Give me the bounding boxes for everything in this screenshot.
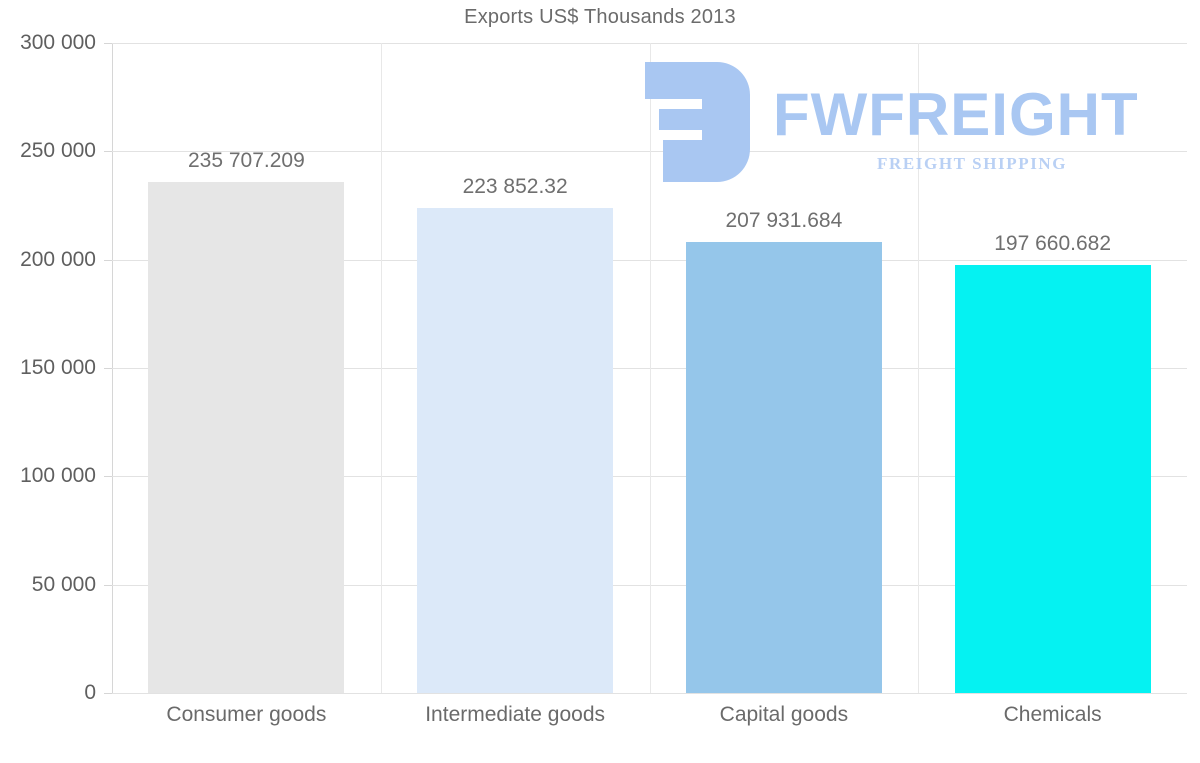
y-axis-tick-label: 150 000 <box>20 356 96 379</box>
bar[interactable] <box>954 264 1151 693</box>
y-axis-tick <box>104 43 112 44</box>
y-axis-tick-label: 50 000 <box>31 572 96 596</box>
x-axis-category-label: Intermediate goods <box>425 703 606 726</box>
gridline-horizontal <box>112 43 1187 44</box>
gridline-vertical <box>381 43 382 693</box>
bar[interactable] <box>148 182 345 693</box>
gridline-horizontal <box>112 476 1187 478</box>
y-axis-tick <box>104 368 112 369</box>
gridline-vertical <box>918 43 919 693</box>
x-axis-category-label: Consumer goods <box>166 703 327 726</box>
y-axis-tick-label: 0 <box>84 681 96 704</box>
bar-value-label: 235 707.209 <box>187 149 305 173</box>
y-axis-tick-label: 300 000 <box>20 31 96 54</box>
y-axis-tick <box>104 693 112 694</box>
gridline-horizontal <box>112 693 1187 694</box>
y-axis-tick <box>104 259 112 261</box>
x-axis-category-label: Chemicals <box>1003 703 1102 726</box>
y-axis-tick <box>104 476 112 478</box>
plot-area <box>112 43 1187 694</box>
bar-value-label: 207 931.684 <box>725 209 843 233</box>
bar-value-label: 223 852.32 <box>462 174 568 198</box>
chart-title: Exports US$ Thousands 2013 <box>464 6 736 28</box>
y-axis-tick-label: 200 000 <box>20 247 96 271</box>
bar-value-label: 197 660.682 <box>994 231 1112 255</box>
gridline-horizontal <box>112 368 1187 369</box>
y-axis-tick <box>104 584 112 586</box>
gridline-horizontal <box>112 584 1187 586</box>
gridline-horizontal <box>112 259 1187 261</box>
y-axis-tick-label: 250 000 <box>20 139 96 163</box>
bar[interactable] <box>417 208 614 693</box>
gridline-vertical <box>650 43 651 693</box>
y-axis-tick-label: 100 000 <box>20 464 96 488</box>
x-axis-category-label: Capital goods <box>719 703 849 726</box>
y-axis-tick <box>104 151 112 153</box>
bar[interactable] <box>685 242 882 693</box>
